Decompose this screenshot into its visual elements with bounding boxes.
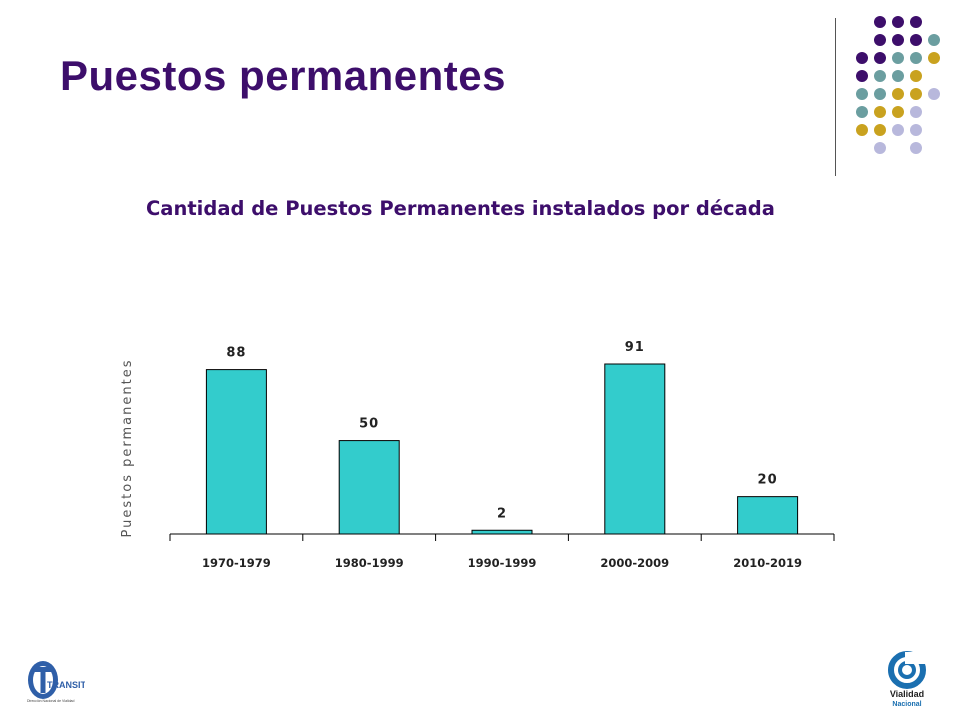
decorative-dot xyxy=(856,124,868,136)
decorative-dot xyxy=(910,106,922,118)
decorative-dot xyxy=(910,16,922,28)
decorative-dot xyxy=(910,88,922,100)
bar-2010-2019 xyxy=(737,496,799,535)
decorative-dot xyxy=(856,88,868,100)
x-tick-label-2010-2019: 2010-2019 xyxy=(733,556,802,570)
decorative-dot xyxy=(928,34,940,46)
data-label-1990-1999: 2 xyxy=(497,506,507,521)
transito-logo-subtext: Dirección Nacional de Vialidad xyxy=(27,699,74,703)
bar-1970-1979 xyxy=(205,369,267,535)
decorative-dot xyxy=(910,124,922,136)
decorative-dot xyxy=(874,124,886,136)
vialidad-logo-subtext: Nacional xyxy=(892,701,921,708)
data-label-1980-1999: 50 xyxy=(359,417,379,432)
transito-logo: TRANSITO Dirección Nacional de Vialidad xyxy=(25,658,93,709)
data-label-1970-1979: 88 xyxy=(226,346,246,361)
decorative-dot xyxy=(892,124,904,136)
decorative-dot xyxy=(856,106,868,118)
x-tick-labels: 1970-1979 1980-1999 1990-1999 2000-2009 2010… xyxy=(202,556,802,570)
decorative-dot xyxy=(892,16,904,28)
decorative-dot xyxy=(856,52,868,64)
vertical-divider xyxy=(835,18,836,176)
decorative-dot xyxy=(874,88,886,100)
x-tick-label-1990-1999: 1990-1999 xyxy=(468,556,537,570)
vialidad-nacional-logo: Vialidad Nacional xyxy=(880,650,936,715)
slide-title: Puestos permanentes xyxy=(60,52,506,99)
decorative-dot xyxy=(874,142,886,154)
bar-1990-1999 xyxy=(471,529,533,535)
decorative-dot xyxy=(892,70,904,82)
bar-1980-1999 xyxy=(338,440,400,535)
decorative-dot xyxy=(910,142,922,154)
bars-layer xyxy=(205,363,799,535)
decorative-dot xyxy=(910,70,922,82)
data-label-2000-2009: 91 xyxy=(625,340,645,355)
x-tick-label-1980-1999: 1980-1999 xyxy=(335,556,404,570)
decorative-dot xyxy=(856,70,868,82)
x-axis xyxy=(169,533,835,541)
decorative-dot xyxy=(910,34,922,46)
decorative-dot xyxy=(892,34,904,46)
decorative-dot xyxy=(874,34,886,46)
chart-title: Cantidad de Puestos Permanentes instalad… xyxy=(146,197,775,220)
vialidad-logo-text: Vialidad xyxy=(890,689,924,699)
decorative-dot xyxy=(892,106,904,118)
decorative-dot xyxy=(910,52,922,64)
data-labels: 88 50 2 91 20 xyxy=(226,340,778,521)
transito-logo-text: TRANSITO xyxy=(47,680,85,690)
decorative-dot xyxy=(928,88,940,100)
x-tick-label-1970-1979: 1970-1979 xyxy=(202,556,271,570)
y-axis-label: Puestos permanentes xyxy=(120,359,135,538)
decorative-dot xyxy=(892,52,904,64)
decorative-dot xyxy=(874,70,886,82)
data-label-2010-2019: 20 xyxy=(758,473,778,488)
decorative-dot xyxy=(892,88,904,100)
decorative-dot xyxy=(928,52,940,64)
decorative-dot xyxy=(874,106,886,118)
decorative-dot xyxy=(874,52,886,64)
decorative-dot-grid xyxy=(856,16,940,154)
x-tick-label-2000-2009: 2000-2009 xyxy=(600,556,669,570)
decorative-dot xyxy=(874,16,886,28)
bar-2000-2009 xyxy=(604,363,666,535)
